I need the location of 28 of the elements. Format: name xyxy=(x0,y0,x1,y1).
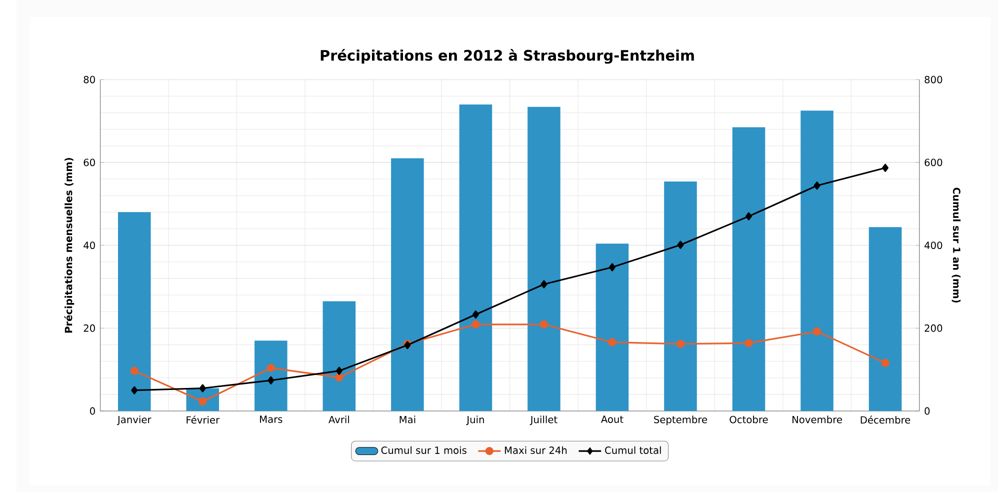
x-tick-label: Novembre xyxy=(792,416,842,424)
y-tick-label: 80 xyxy=(84,76,95,84)
y-tick-label: 0 xyxy=(90,407,95,415)
x-tick-label: Juillet xyxy=(530,416,558,426)
y-tick-label: 60 xyxy=(84,158,95,166)
y2-tick-label: 200 xyxy=(924,324,942,332)
y2-tick-label: 400 xyxy=(924,242,942,250)
legend-label: Cumul sur 1 mois xyxy=(381,446,466,454)
x-tick-label: Aout xyxy=(600,416,624,424)
x-tick-label: Septembre xyxy=(654,416,708,426)
x-tick-label: Octobre xyxy=(730,416,768,424)
chart-title: Précipitations en 2012 à Strasbourg-Entzheim xyxy=(320,49,694,64)
y2-tick-label: 800 xyxy=(924,76,942,84)
y2-axis-title: Cumul sur 1 an (mm) xyxy=(952,188,961,303)
legend-label: Maxi sur 24h xyxy=(504,446,567,454)
x-tick-label: Janvier xyxy=(116,416,152,426)
y-tick-label: 20 xyxy=(84,324,95,332)
legend-label: Cumul total xyxy=(605,446,661,454)
x-tick-label: Juin xyxy=(466,416,484,426)
y-tick-label: 40 xyxy=(84,242,95,250)
x-tick-label: Avril xyxy=(328,416,349,424)
y-axis-title: Précipitations mensuelles (mm) xyxy=(64,158,74,333)
x-tick-label: Mai xyxy=(400,416,416,424)
y2-tick-label: 0 xyxy=(924,407,930,415)
y2-tick-label: 600 xyxy=(924,158,942,166)
x-tick-label: Février xyxy=(186,416,220,424)
x-tick-label: Mars xyxy=(260,416,282,424)
x-tick-label: Décembre xyxy=(860,416,910,424)
